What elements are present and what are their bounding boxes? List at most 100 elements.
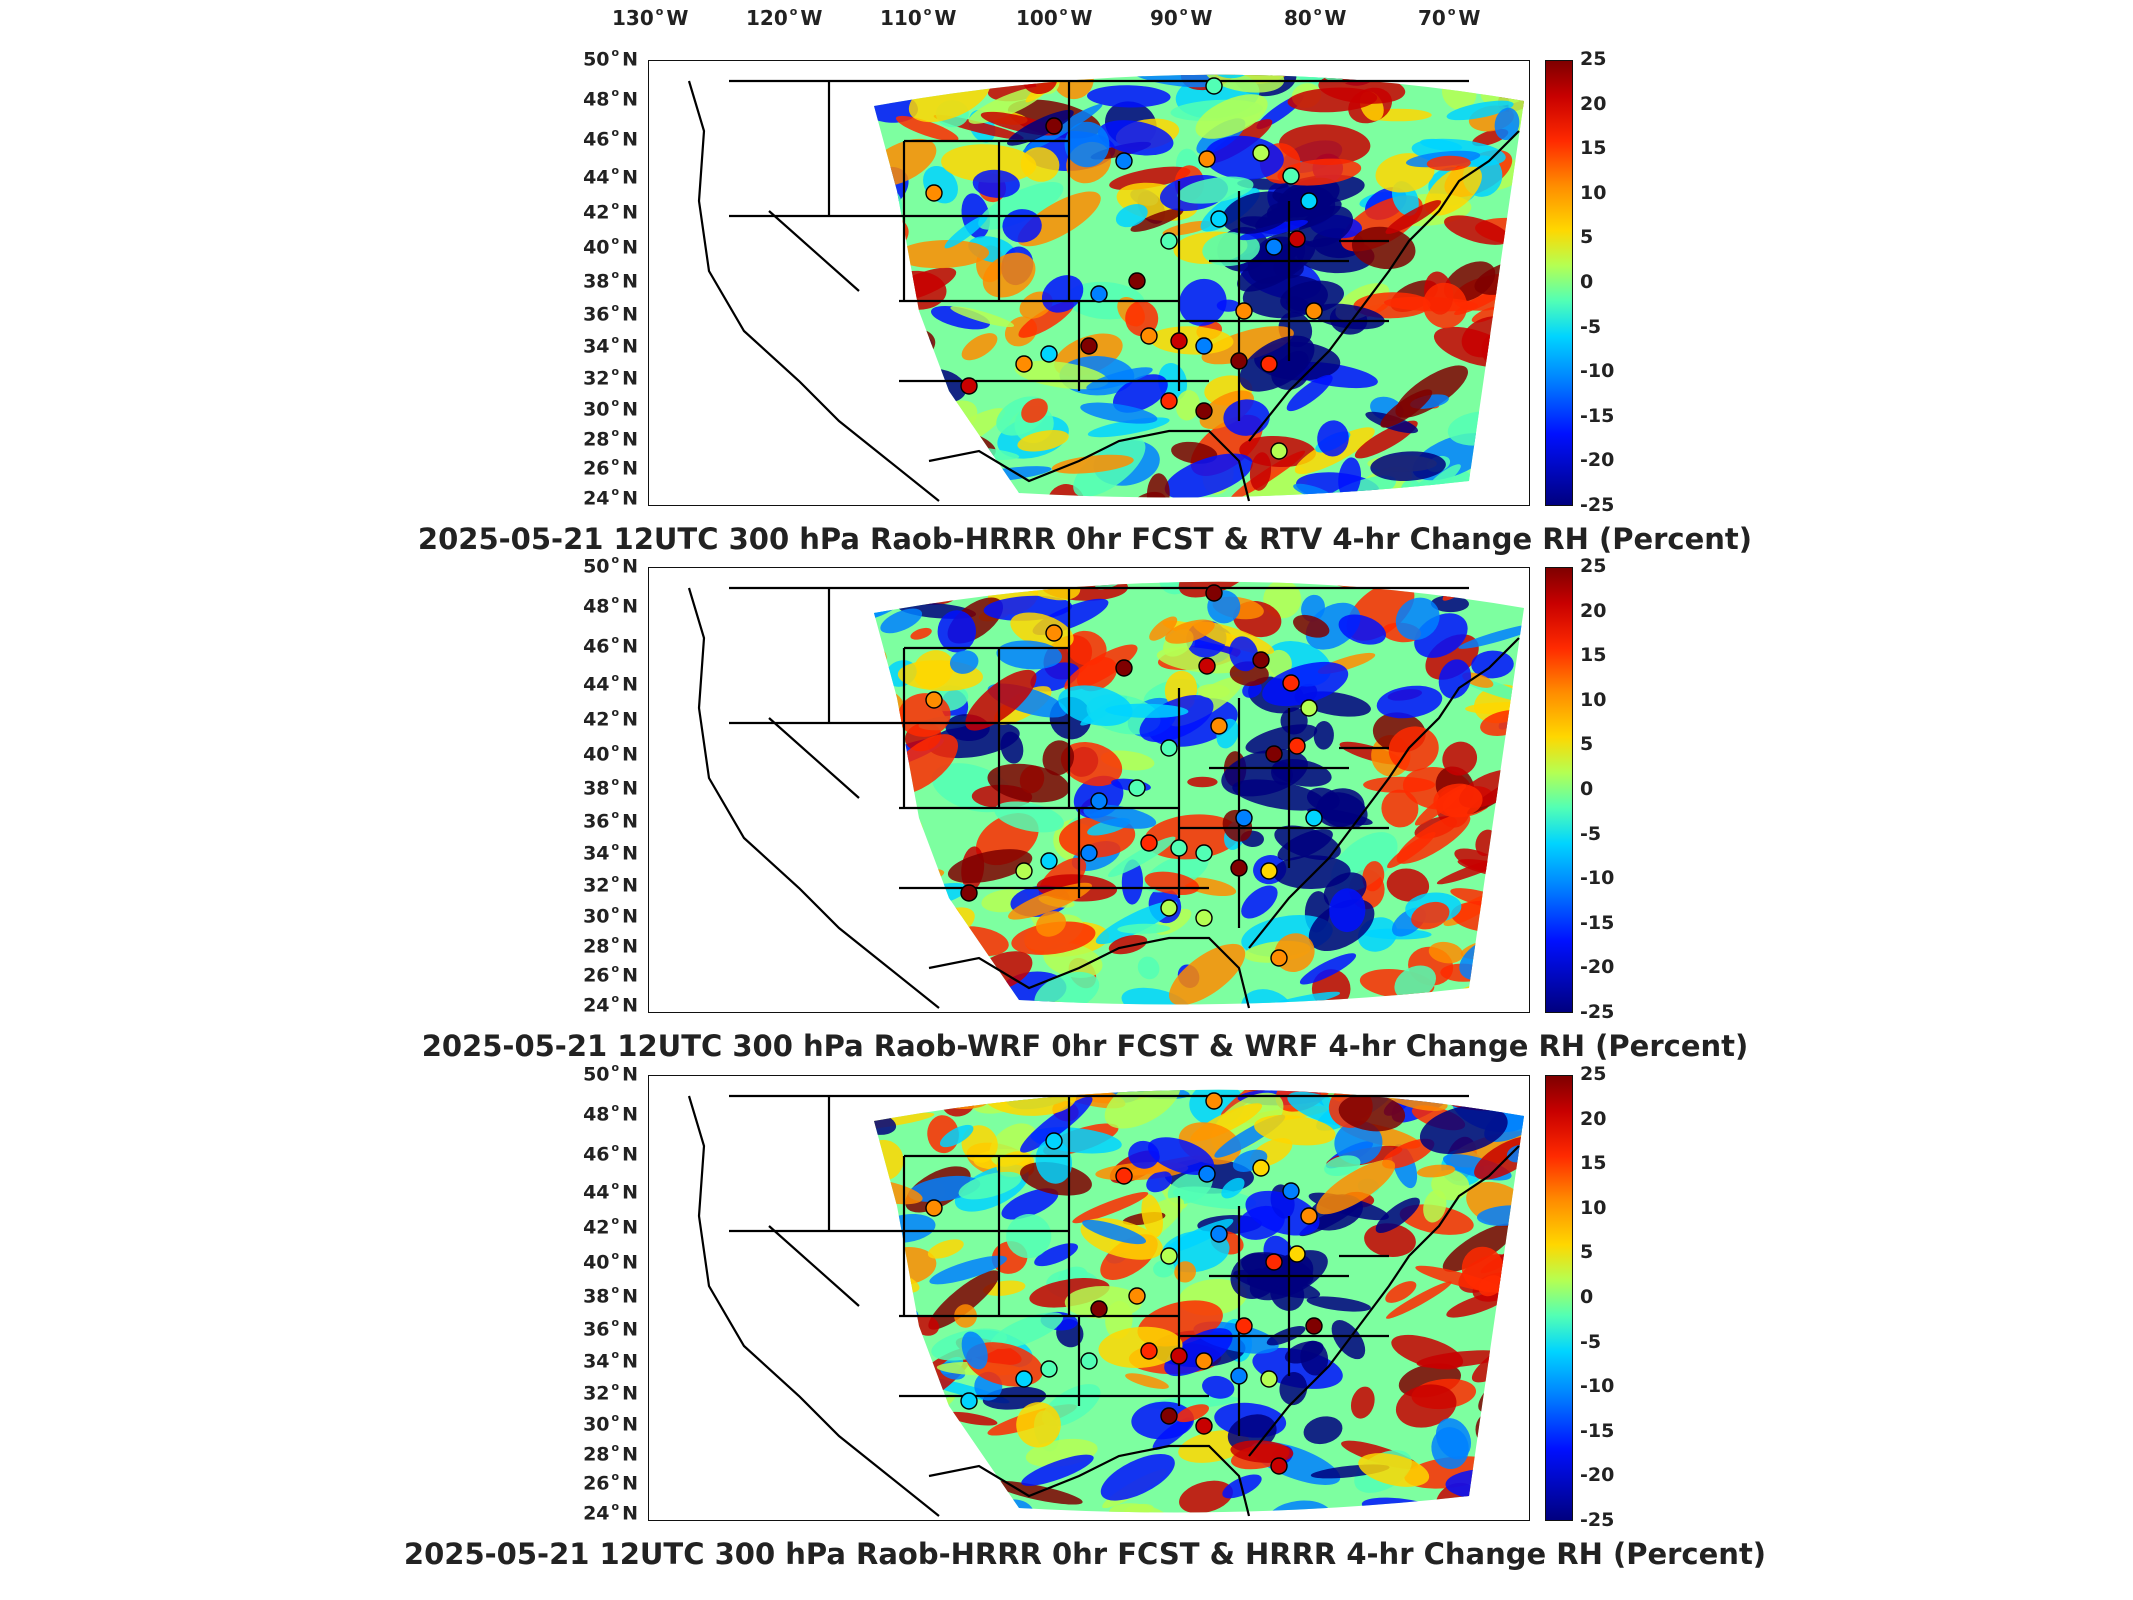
rh-field-patch bbox=[1178, 581, 1261, 598]
rh-field-patch bbox=[1362, 861, 1385, 892]
rh-field-patch bbox=[874, 1468, 899, 1512]
rh-field-patch bbox=[945, 1004, 1016, 1013]
lat-tick-label: 44 o N bbox=[583, 1179, 638, 1204]
rh-field-patch bbox=[929, 1255, 1008, 1285]
raob-station-marker bbox=[1198, 150, 1216, 168]
rh-field-patch bbox=[1195, 94, 1268, 139]
rh-field-patch bbox=[874, 1354, 922, 1405]
raob-station-marker bbox=[1260, 1370, 1278, 1388]
rh-field-patch bbox=[1277, 829, 1333, 861]
map-boundary-line bbox=[1248, 130, 1520, 442]
rh-field-patch bbox=[895, 115, 959, 142]
rh-field-patch bbox=[949, 650, 979, 674]
rh-field-patch bbox=[874, 192, 895, 232]
rh-field-patch bbox=[1080, 402, 1158, 424]
rh-field-patch bbox=[950, 306, 1015, 328]
lat-tick-label: 30 o N bbox=[583, 396, 638, 421]
raob-station-marker bbox=[1235, 1317, 1253, 1335]
rh-field-patch bbox=[1375, 1197, 1420, 1234]
colorbar-tick-label: 20 bbox=[1580, 599, 1607, 622]
raob-station-marker bbox=[925, 691, 943, 709]
rh-field-patch bbox=[982, 252, 1036, 298]
colorbar-tick-label: -25 bbox=[1580, 494, 1615, 516]
rh-field-patch bbox=[1245, 1190, 1320, 1236]
lat-tick-label: 48 o N bbox=[583, 1101, 638, 1126]
rh-field-patch bbox=[874, 730, 891, 766]
rh-field-patch bbox=[1238, 220, 1308, 241]
rh-field-patch bbox=[1428, 941, 1464, 964]
rh-field-patch bbox=[1066, 630, 1107, 666]
colorbar-tick-label: 25 bbox=[1580, 48, 1607, 70]
colorbar-tick-label: -20 bbox=[1580, 1464, 1615, 1487]
rh-field-patch bbox=[1202, 232, 1260, 267]
lon-tick-label: 120 o W bbox=[746, 5, 823, 30]
rh-field-patch bbox=[896, 815, 924, 850]
lat-tick-label: 50 o N bbox=[583, 46, 638, 71]
rh-field-patch bbox=[1380, 389, 1433, 428]
rh-field-patch bbox=[1299, 953, 1357, 985]
rh-field-patch bbox=[1082, 1219, 1147, 1245]
rh-field-patch bbox=[1338, 457, 1362, 498]
colorbar-tick-label: 5 bbox=[1580, 733, 1594, 756]
rh-field-patch bbox=[1423, 1189, 1447, 1223]
raob-station-marker bbox=[1160, 899, 1178, 917]
raob-station-marker bbox=[1090, 792, 1108, 810]
rh-field-patch bbox=[1147, 1137, 1215, 1175]
rh-field-patch bbox=[1130, 208, 1184, 232]
raob-station-marker bbox=[1128, 1287, 1146, 1305]
panel-title: 2025-05-21 12UTC 300 hPa Raob-HRRR 0hr F… bbox=[403, 1537, 1767, 1571]
rh-field-patch bbox=[1262, 661, 1349, 707]
rh-field-patch bbox=[1187, 776, 1218, 788]
rh-field-patch bbox=[1386, 868, 1430, 902]
rh-field-patch bbox=[1240, 989, 1294, 1005]
rh-field-patch bbox=[1042, 740, 1075, 776]
colorbar-tick-label: 10 bbox=[1580, 688, 1607, 711]
rh-field-patch bbox=[874, 1394, 892, 1426]
lat-tick-label: 28 o N bbox=[583, 933, 638, 958]
rh-field-patch bbox=[1261, 581, 1325, 583]
rh-field-patch bbox=[1381, 789, 1419, 828]
rh-field-patch bbox=[1494, 107, 1520, 141]
lon-tick-label: 110 o W bbox=[880, 5, 957, 30]
rh-field-patch bbox=[1433, 783, 1483, 818]
rh-field-patch bbox=[1279, 124, 1371, 166]
raob-station-marker bbox=[1270, 1457, 1288, 1475]
panel-title: 2025-05-21 12UTC 300 hPa Raob-HRRR 0hr F… bbox=[417, 522, 1753, 556]
rh-field-patch bbox=[1097, 120, 1174, 156]
raob-station-marker bbox=[1195, 402, 1213, 420]
rh-field-patch bbox=[1506, 1144, 1524, 1163]
raob-station-marker bbox=[1160, 392, 1178, 410]
colorbar-tick-label: 5 bbox=[1580, 226, 1594, 249]
lat-tick-label: 38 o N bbox=[583, 268, 638, 293]
rh-field-patch bbox=[1139, 695, 1214, 743]
lat-tick-label: 50 o N bbox=[583, 553, 638, 578]
rh-field-patch bbox=[961, 1331, 988, 1370]
lat-tick-label: 40 o N bbox=[583, 234, 638, 259]
rh-field-patch bbox=[1395, 1384, 1457, 1428]
raob-station-marker bbox=[1300, 1207, 1318, 1225]
lat-tick-label: 36 o N bbox=[583, 808, 638, 833]
rh-field-patch bbox=[1481, 1484, 1524, 1513]
rh-field-patch bbox=[877, 991, 914, 1005]
rh-field-patch bbox=[892, 437, 935, 473]
rh-field-patch bbox=[874, 1167, 880, 1188]
colorbar-tick-label: -5 bbox=[1580, 1330, 1602, 1353]
colorbar-tick-label: 15 bbox=[1580, 644, 1607, 667]
rh-field-patch bbox=[1494, 423, 1524, 439]
raob-station-marker bbox=[960, 884, 978, 902]
raob-station-marker bbox=[1140, 327, 1158, 345]
raob-station-marker bbox=[1282, 674, 1300, 692]
lat-tick-label: 42 o N bbox=[583, 706, 638, 731]
rh-field-patch bbox=[1035, 911, 1067, 937]
rh-field-patch bbox=[1503, 942, 1524, 963]
rh-field-patch bbox=[1115, 204, 1148, 228]
map-boundary-line bbox=[928, 1444, 1251, 1517]
raob-station-marker bbox=[1090, 285, 1108, 303]
lat-tick-label: 32 o N bbox=[583, 365, 638, 390]
rh-field-patch bbox=[1435, 1418, 1472, 1460]
rh-field-patch bbox=[1146, 473, 1170, 498]
rh-field-patch bbox=[1229, 636, 1259, 672]
colorbar-tick-label: 0 bbox=[1580, 271, 1594, 293]
raob-station-marker bbox=[1170, 332, 1188, 350]
lat-tick-label: 46 o N bbox=[583, 1141, 638, 1166]
